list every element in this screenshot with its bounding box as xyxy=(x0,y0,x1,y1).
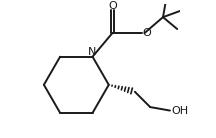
Text: OH: OH xyxy=(172,106,189,116)
Text: N: N xyxy=(88,47,97,57)
Text: O: O xyxy=(143,28,151,39)
Text: O: O xyxy=(108,1,117,11)
